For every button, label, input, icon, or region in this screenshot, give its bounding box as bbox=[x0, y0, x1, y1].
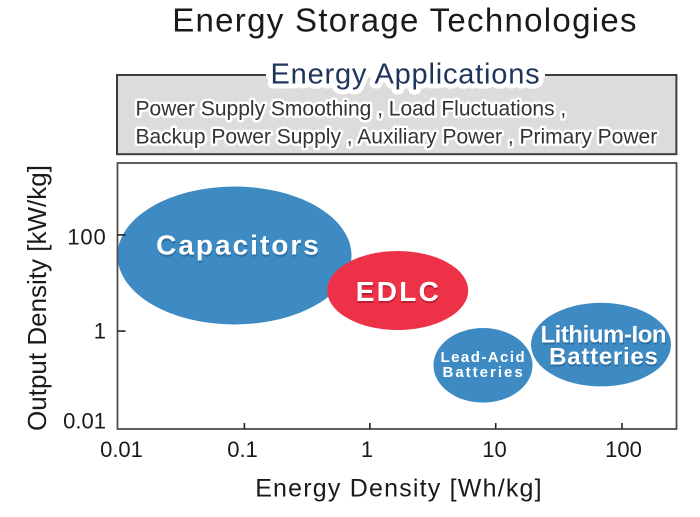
svg-text:1: 1 bbox=[94, 319, 106, 344]
svg-text:0.1: 0.1 bbox=[227, 437, 258, 462]
svg-text:10: 10 bbox=[482, 437, 506, 462]
svg-text:Lithium-Ion: Lithium-Ion bbox=[541, 324, 667, 351]
svg-text:Power Supply Smoothing , Load: Power Supply Smoothing , Load Fluctuatio… bbox=[136, 98, 567, 121]
svg-text:100: 100 bbox=[67, 225, 106, 250]
svg-text:Output Density [kW/kg]: Output Density [kW/kg] bbox=[22, 165, 52, 431]
svg-text:EDLC: EDLC bbox=[356, 278, 441, 309]
svg-text:100: 100 bbox=[605, 437, 642, 462]
svg-text:Capacitors: Capacitors bbox=[156, 230, 321, 261]
svg-text:Batteries: Batteries bbox=[442, 364, 524, 381]
svg-text:0.01: 0.01 bbox=[63, 409, 106, 434]
svg-text:Capacitors: Capacitors bbox=[157, 232, 322, 263]
svg-text:Energy Density [Wh/kg]: Energy Density [Wh/kg] bbox=[255, 475, 543, 503]
svg-text:0.01: 0.01 bbox=[100, 437, 143, 462]
svg-text:Energy Applications: Energy Applications bbox=[271, 59, 541, 91]
svg-text:Batteries: Batteries bbox=[549, 344, 658, 371]
svg-text:1: 1 bbox=[361, 437, 373, 462]
svg-text:Batteries: Batteries bbox=[550, 346, 659, 373]
svg-text:Energy Storage Technologies: Energy Storage Technologies bbox=[172, 2, 638, 39]
svg-text:Lithium-Ion: Lithium-Ion bbox=[540, 322, 666, 349]
svg-text:Lead-Acid: Lead-Acid bbox=[441, 349, 527, 366]
svg-text:Backup Power Supply , Auxiliar: Backup Power Supply , Auxiliary Power , … bbox=[136, 126, 658, 149]
svg-text:EDLC: EDLC bbox=[356, 276, 441, 307]
